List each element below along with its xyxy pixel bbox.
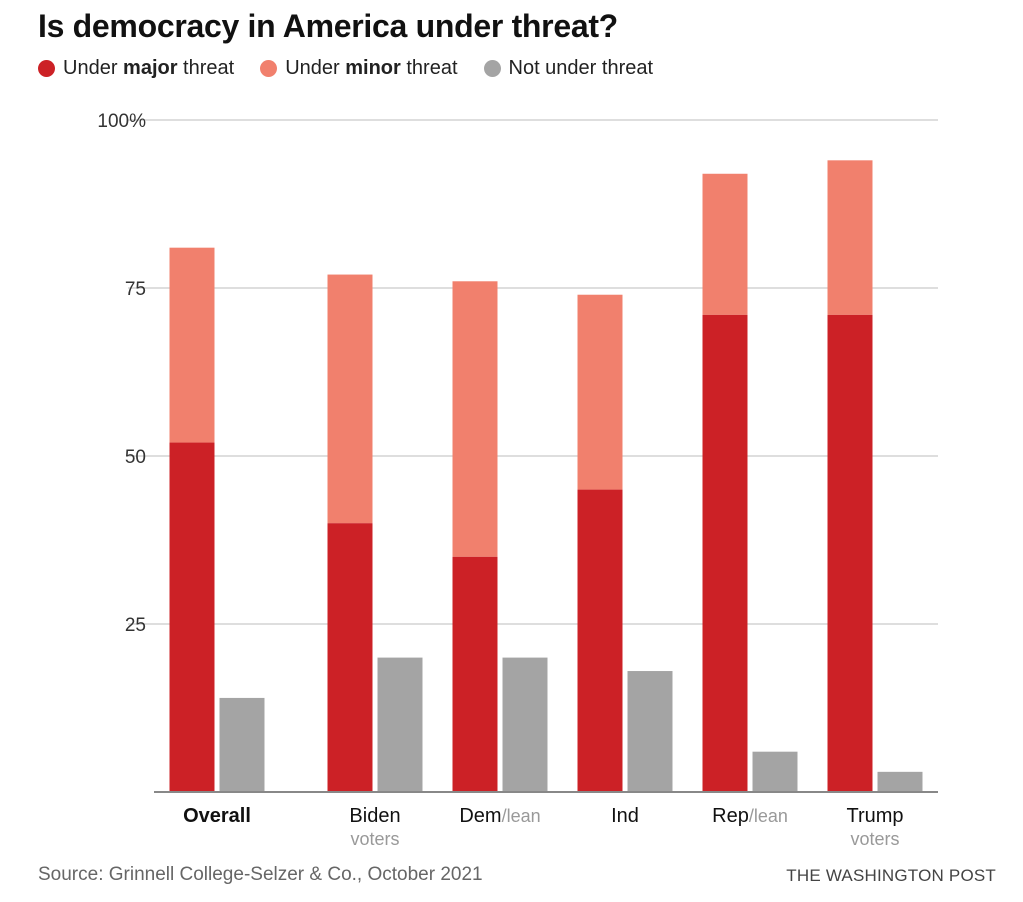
y-tick-label: 100% (97, 111, 146, 132)
x-tick-label: Overall (183, 805, 251, 827)
bar-not-under-threat (219, 697, 265, 792)
bar-major-threat (452, 556, 498, 792)
legend-item-major: Under major threat (38, 57, 234, 80)
x-tick-sublabel: voters (850, 829, 899, 849)
y-tick-label: 75 (125, 279, 146, 300)
legend: Under major threat Under minor threat No… (38, 57, 653, 80)
bar-not-under-threat (877, 771, 923, 792)
bar-major-threat (702, 314, 748, 792)
bar-not-under-threat (752, 751, 798, 792)
legend-label-minor: Under minor threat (285, 57, 458, 79)
bar-not-under-threat (627, 671, 673, 792)
chart-title: Is democracy in America under threat? (38, 8, 618, 44)
publisher-credit: THE WASHINGTON POST (786, 866, 996, 885)
bar-major-threat (327, 523, 373, 792)
bar-not-under-threat (502, 657, 548, 792)
bar-minor-threat (702, 173, 748, 315)
legend-item-not: Not under threat (483, 57, 654, 80)
x-tick-label: Ind (611, 805, 639, 827)
x-tick-label: Dem/lean (459, 805, 540, 827)
legend-label-not: Not under threat (508, 57, 654, 79)
bar-not-under-threat (377, 657, 423, 792)
bar-major-threat (827, 314, 873, 792)
bar-minor-threat (577, 294, 623, 490)
x-tick-label: Trump (846, 805, 903, 827)
legend-item-minor: Under minor threat (260, 57, 458, 80)
bar-major-threat (169, 442, 215, 792)
x-tick-label: Rep/lean (712, 805, 788, 827)
legend-swatch-minor (260, 60, 278, 77)
x-tick-sublabel: voters (350, 829, 399, 849)
legend-swatch-not (483, 60, 501, 77)
bar-minor-threat (827, 160, 873, 315)
x-tick-label: Biden (349, 805, 400, 827)
source-note: Source: Grinnell College-Selzer & Co., O… (38, 864, 483, 885)
legend-label-major: Under major threat (63, 57, 235, 79)
bar-minor-threat (327, 274, 373, 524)
y-tick-label: 50 (125, 447, 146, 468)
bar-major-threat (577, 489, 623, 792)
y-tick-label: 25 (125, 615, 146, 636)
bar-minor-threat (452, 281, 498, 557)
legend-swatch-major (38, 60, 55, 77)
bar-minor-threat (169, 247, 215, 443)
